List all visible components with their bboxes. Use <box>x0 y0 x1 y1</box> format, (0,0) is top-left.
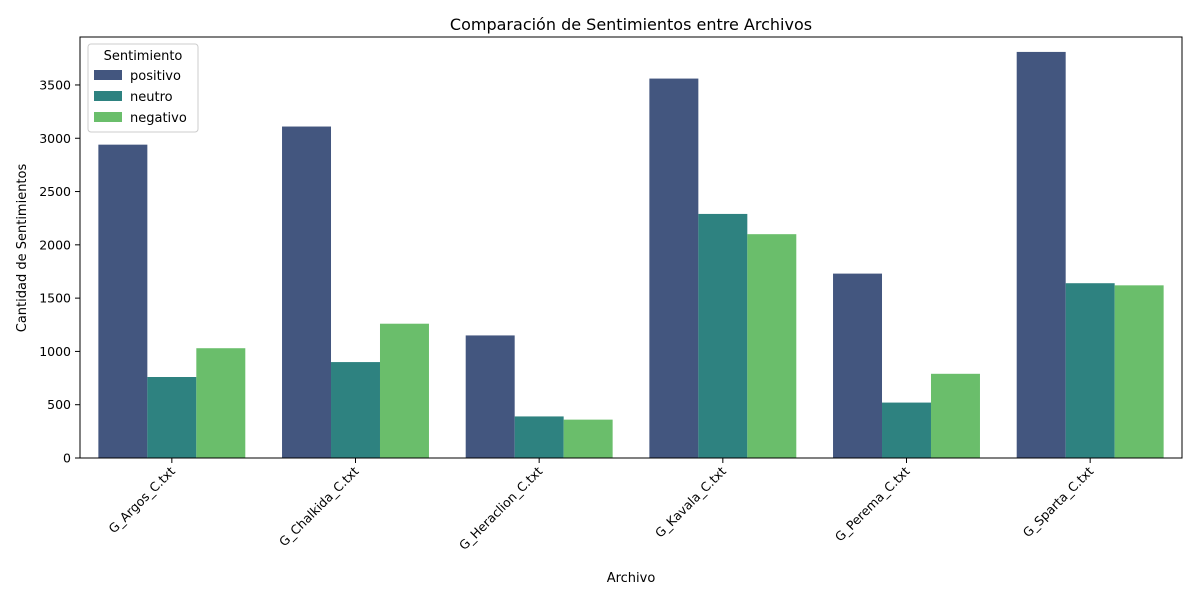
x-tick-label: G_Perema_C.txt <box>832 463 913 544</box>
y-axis-label: Cantidad de Sentimientos <box>15 164 30 333</box>
x-tick-label: G_Argos_C.txt <box>105 463 178 536</box>
bar-positivo-2 <box>282 126 332 458</box>
bar-neutro-1 <box>147 377 197 458</box>
legend-swatch-positivo <box>94 70 122 80</box>
y-tick-label: 1500 <box>39 291 71 306</box>
legend-swatch-negativo <box>94 112 122 122</box>
legend: Sentimiento positivo neutro negativo <box>87 43 199 133</box>
bar-neutro-4 <box>698 213 748 458</box>
bar-positivo-4 <box>649 78 699 458</box>
bar-negativo-1 <box>196 348 246 458</box>
x-tick-label: G_Chalkida_C.txt <box>276 463 362 549</box>
bar-positivo-1 <box>98 144 148 458</box>
bar-negativo-3 <box>563 419 613 458</box>
y-tick-label: 3000 <box>39 131 71 146</box>
bar-negativo-4 <box>747 234 797 458</box>
y-tick-label: 3500 <box>39 77 71 92</box>
y-tick-label: 1000 <box>39 344 71 359</box>
bar-neutro-2 <box>331 362 380 458</box>
bar-neutro-6 <box>1065 283 1115 458</box>
legend-title: Sentimiento <box>104 49 183 64</box>
x-tick-label: G_Sparta_C.txt <box>1020 463 1097 540</box>
bar-positivo-6 <box>1016 51 1066 459</box>
bar-negativo-2 <box>379 323 429 458</box>
y-tick-label: 500 <box>47 397 71 412</box>
x-axis-label: Archivo <box>607 571 656 586</box>
legend-label-negativo: negativo <box>130 111 187 126</box>
bar-neutro-5 <box>882 402 931 458</box>
bar-positivo-3 <box>465 335 515 458</box>
bar-positivo-5 <box>833 273 883 458</box>
x-tick-label: G_Kavala_C.txt <box>652 463 729 540</box>
bar-neutro-3 <box>514 416 564 458</box>
y-tick-label: 2000 <box>39 237 71 252</box>
legend-swatch-neutro <box>94 91 122 101</box>
legend-label-neutro: neutro <box>130 90 173 105</box>
plot-frame <box>79 36 1183 459</box>
y-tick-label: 2500 <box>39 184 71 199</box>
bar-negativo-6 <box>1114 285 1164 458</box>
legend-frame <box>87 43 199 133</box>
bar-negativo-5 <box>930 373 980 458</box>
y-tick-label: 0 <box>63 451 71 466</box>
chart-title: Comparación de Sentimientos entre Archiv… <box>450 15 812 34</box>
x-tick-label: G_Heraclion_C.txt <box>456 463 545 552</box>
legend-label-positivo: positivo <box>130 69 181 84</box>
